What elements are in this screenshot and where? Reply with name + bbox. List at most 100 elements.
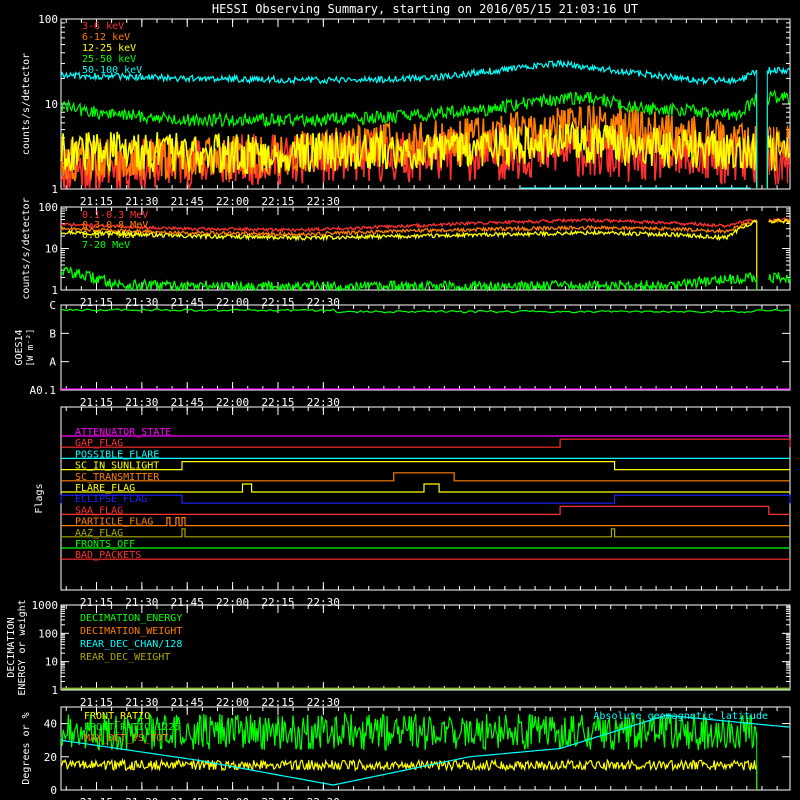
flag-particle-flag: PARTICLE_FLAG xyxy=(61,517,790,528)
flag-possible-flare: POSSIBLE_FLARE xyxy=(61,449,790,460)
legend-entry: 3-6 keV xyxy=(82,21,124,32)
x-tick-label: 22:15 xyxy=(261,796,294,800)
flag-sc-transmitter: SC_TRANSMITTER xyxy=(61,472,790,483)
flag-label: SAA_FLAG xyxy=(75,505,123,516)
legend-entry: 7-20 MeV xyxy=(82,240,130,251)
series-line xyxy=(60,219,758,242)
y-axis-label: GOES14 xyxy=(14,329,25,365)
x-tick-label: 21:30 xyxy=(125,796,158,800)
legend-entry: REAR_DEC_CHAN/128 xyxy=(80,639,182,650)
series-GOES-1-8-A xyxy=(60,308,791,314)
legend-entry: DECIMATION_WEIGHT xyxy=(80,626,182,637)
y-tick-label: 10 xyxy=(45,656,58,669)
y-axis-label: ENERGY or weight xyxy=(17,599,28,695)
y-tick-label: 100 xyxy=(38,627,58,640)
y-tick-label: 100 xyxy=(38,201,58,214)
y-tick-label: 40 xyxy=(44,718,57,731)
x-tick-label: 22:30 xyxy=(307,596,340,609)
x-tick-label: 21:15 xyxy=(80,396,113,409)
x-tick-label: 22:00 xyxy=(216,296,249,309)
series-line xyxy=(60,711,758,751)
y-tick-label: 1 xyxy=(51,684,58,697)
flag-label: AAZ_FLAG xyxy=(75,528,123,539)
figure-title: HESSI Observing Summary, starting on 201… xyxy=(212,2,638,16)
series-7-20-MeV xyxy=(60,265,791,293)
legend-entry: 0.1-0.3 MeV xyxy=(82,210,148,221)
x-tick-label: 22:30 xyxy=(307,195,340,208)
panel-6: 21:15 21:30 21:45 22:00 22:15 22:30 0 20 40 Degre… xyxy=(21,706,791,800)
series-line xyxy=(60,120,758,175)
y-axis-unit: [W m⁻²] xyxy=(26,329,36,367)
flag-eclipse-flag: ECLIPSE_FLAG xyxy=(60,494,791,505)
x-tick-label: 22:15 xyxy=(261,596,294,609)
series-50-100-keV xyxy=(60,59,790,189)
series-line xyxy=(60,714,790,786)
flag-trace xyxy=(61,528,790,538)
flag-trace xyxy=(61,472,790,482)
x-tick-label: 22:15 xyxy=(261,396,294,409)
panel-2: 21:15 21:30 21:45 22:00 22:15 22:30 1 10 100 coun… xyxy=(21,197,791,309)
flag-trace xyxy=(61,505,790,515)
series-line xyxy=(60,219,758,238)
x-tick-label: 22:30 xyxy=(307,396,340,409)
x-tick-label: 22:00 xyxy=(216,396,249,409)
series-line xyxy=(60,59,758,86)
flag-trace xyxy=(60,494,791,504)
x-tick-label: 22:00 xyxy=(216,596,249,609)
series-line xyxy=(768,272,791,285)
x-tick-label: 21:30 xyxy=(125,596,158,609)
legend-entry: 50-100 keV xyxy=(82,65,142,76)
y-tick-label: C xyxy=(49,299,56,312)
x-tick-label: 21:45 xyxy=(171,596,204,609)
legend-entry: FRONT_RATIO_1225 xyxy=(84,722,180,733)
x-tick-label: 22:00 xyxy=(216,796,249,800)
x-tick-label: 22:15 xyxy=(261,696,294,709)
y-axis-label: Flags xyxy=(34,483,45,513)
flag-label: POSSIBLE_FLARE xyxy=(75,449,159,460)
x-tick-label: 21:15 xyxy=(80,296,113,309)
flag-fronts-off: FRONTS_OFF xyxy=(61,539,790,550)
flag-bad-packets: BAD_PACKETS xyxy=(61,550,790,561)
x-tick-label: 21:30 xyxy=(125,696,158,709)
panel-4: 21:15 21:30 21:45 22:00 22:15 22:30 Flags ATTEN… xyxy=(34,406,791,609)
flag-trace xyxy=(61,483,790,493)
y-axis-label: Degrees or % xyxy=(21,712,32,784)
x-tick-label: 21:30 xyxy=(125,396,158,409)
y-axis-label: counts/s/detector xyxy=(21,53,32,155)
series-FRONT-RATIO-1225 xyxy=(60,711,758,790)
flag-label: FLARE_FLAG xyxy=(75,483,135,494)
flag-sc-in-sunlight: SC_IN_SUNLIGHT xyxy=(61,461,790,472)
x-tick-label: 21:15 xyxy=(80,596,113,609)
x-tick-label: 22:30 xyxy=(307,796,340,800)
y-tick-label: 10 xyxy=(45,243,58,256)
x-tick-label: 22:00 xyxy=(216,195,249,208)
series-line xyxy=(60,265,758,293)
legend-entry: 0.8-7 MeV xyxy=(82,230,136,241)
flag-trace xyxy=(61,461,790,471)
flag-trace xyxy=(61,517,790,527)
flag-label: ECLIPSE_FLAG xyxy=(75,494,147,505)
panel-5: 21:15 21:30 21:45 22:00 22:15 22:30 1 10 100 1000… xyxy=(6,599,791,709)
legend-entry: MAX_DET_VS_TOT xyxy=(84,733,168,744)
x-tick-label: 22:15 xyxy=(261,195,294,208)
series-line xyxy=(766,131,791,172)
x-tick-label: 22:30 xyxy=(307,696,340,709)
legend-entry: 12-25 keV xyxy=(82,43,136,54)
x-tick-label: 22:00 xyxy=(216,696,249,709)
panel-1: 21:15 21:30 21:45 22:00 22:15 22:30 1 10 100 coun… xyxy=(21,13,791,208)
flag-gap-flag: GAP_FLAG xyxy=(61,438,791,449)
flag-aaz-flag: AAZ_FLAG xyxy=(61,528,790,539)
legend-entry: FRONT_RATIO xyxy=(84,711,150,722)
y-tick-label: 0 xyxy=(50,784,57,797)
flag-trace xyxy=(61,438,791,448)
flag-label: GAP_FLAG xyxy=(75,438,123,449)
panels: 21:15 21:30 21:45 22:00 22:15 22:30110100coun… xyxy=(6,13,791,800)
panel-5-frame xyxy=(60,604,791,691)
flag-label: PARTICLE_FLAG xyxy=(75,517,153,528)
legend-entry: DECIMATION_ENERGY xyxy=(80,613,182,624)
y-axis-label: counts/s/detector xyxy=(21,197,32,299)
y-tick-label: 1 xyxy=(51,183,58,196)
x-tick-label: 22:15 xyxy=(261,296,294,309)
